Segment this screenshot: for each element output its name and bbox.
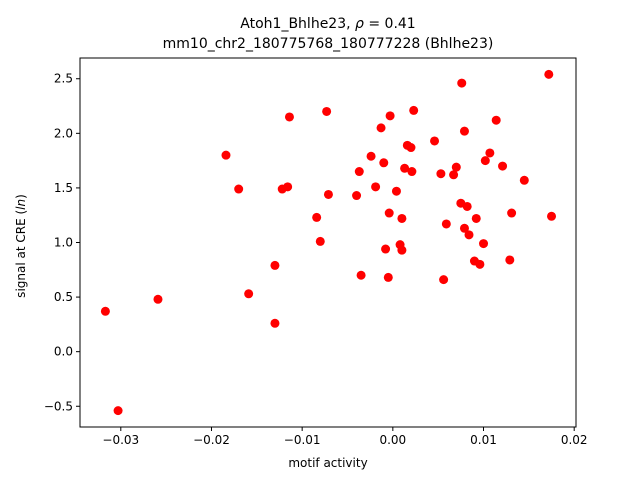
x-tick-label: 0.02 — [561, 433, 588, 447]
data-point — [457, 78, 467, 88]
data-point — [409, 105, 419, 115]
data-point — [283, 182, 293, 192]
data-point — [100, 306, 110, 316]
data-point — [113, 406, 123, 416]
y-tick-label: −0.5 — [44, 399, 73, 413]
y-axis-label: signal at CRE (ln) — [14, 194, 28, 298]
data-point — [464, 230, 474, 240]
data-point — [459, 126, 469, 136]
x-axis-label: motif activity — [288, 456, 367, 470]
data-point — [385, 111, 395, 121]
data-point — [451, 162, 461, 172]
y-tick-label: 2.0 — [54, 126, 73, 140]
data-point — [498, 161, 508, 171]
data-point — [439, 275, 449, 285]
data-point — [485, 148, 495, 158]
data-point — [244, 289, 254, 299]
data-point — [475, 259, 485, 269]
data-point — [491, 115, 501, 125]
data-point — [397, 213, 407, 223]
data-point — [462, 201, 472, 211]
data-point — [480, 156, 490, 166]
data-point — [323, 189, 333, 199]
data-point — [383, 272, 393, 282]
data-point — [436, 169, 446, 179]
data-point — [391, 186, 401, 196]
data-point — [371, 182, 381, 192]
data-point — [234, 184, 244, 194]
data-point — [430, 136, 440, 146]
data-point — [479, 239, 489, 249]
data-point — [376, 123, 386, 133]
data-point — [284, 112, 294, 122]
data-point — [379, 158, 389, 168]
data-point — [315, 236, 325, 246]
data-point — [270, 260, 280, 270]
chart-title-line1: Atoh1_Bhlhe23, ρ = 0.41 — [240, 16, 415, 32]
data-point — [547, 211, 557, 221]
y-axis-ticks: −0.5 0.0 0.5 1.0 1.5 2.0 2.5 — [44, 72, 80, 413]
data-point — [406, 143, 416, 153]
data-point — [381, 244, 391, 254]
chart-title-line2: mm10_chr2_180775768_180777228 (Bhlhe23) — [163, 36, 494, 52]
x-axis-ticks: −0.03 −0.02 −0.01 0.00 0.01 0.02 — [102, 427, 588, 447]
data-point — [459, 223, 469, 233]
data-point — [312, 212, 322, 222]
data-point — [441, 219, 451, 229]
data-point — [519, 175, 529, 185]
data-point — [544, 69, 554, 79]
data-point — [221, 150, 231, 160]
data-point — [471, 213, 481, 223]
y-tick-label: 0.0 — [54, 345, 73, 359]
data-points — [100, 69, 557, 416]
x-tick-label: 0.01 — [470, 433, 497, 447]
data-point — [322, 106, 332, 116]
y-tick-label: 1.0 — [54, 236, 73, 250]
data-point — [352, 191, 362, 201]
data-point — [366, 151, 376, 161]
y-tick-label: 2.5 — [54, 72, 73, 86]
data-point — [270, 318, 280, 328]
x-tick-label: 0.00 — [379, 433, 406, 447]
x-tick-label: −0.03 — [102, 433, 139, 447]
data-point — [384, 208, 394, 218]
data-point — [507, 208, 517, 218]
x-tick-label: −0.01 — [284, 433, 321, 447]
data-point — [400, 163, 410, 173]
data-point — [397, 245, 407, 255]
data-point — [449, 170, 459, 180]
plot-frame — [79, 57, 577, 428]
data-point — [505, 255, 515, 265]
x-tick-label: −0.02 — [193, 433, 230, 447]
y-tick-label: 0.5 — [54, 290, 73, 304]
data-point — [356, 270, 366, 280]
data-point — [354, 167, 364, 177]
data-point — [153, 294, 163, 304]
data-point — [407, 167, 417, 177]
y-tick-label: 1.5 — [54, 181, 73, 195]
